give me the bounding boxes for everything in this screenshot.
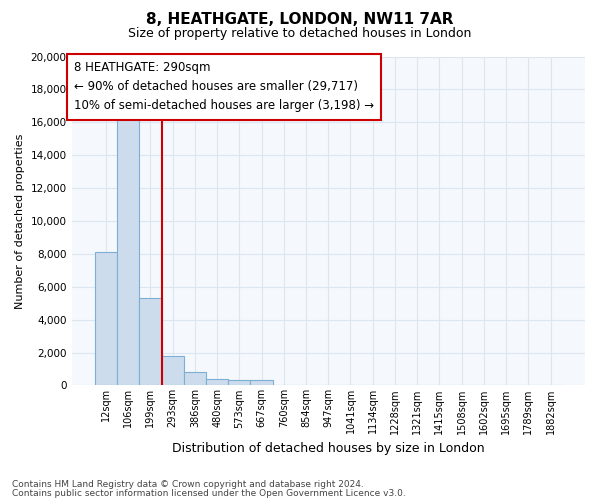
Text: Size of property relative to detached houses in London: Size of property relative to detached ho…: [128, 28, 472, 40]
Text: 8 HEATHGATE: 290sqm
← 90% of detached houses are smaller (29,717)
10% of semi-de: 8 HEATHGATE: 290sqm ← 90% of detached ho…: [74, 62, 374, 112]
Bar: [117, 114, 139, 386]
Bar: [250, 380, 273, 386]
Text: 8, HEATHGATE, LONDON, NW11 7AR: 8, HEATHGATE, LONDON, NW11 7AR: [146, 12, 454, 28]
Text: Contains HM Land Registry data © Crown copyright and database right 2024.: Contains HM Land Registry data © Crown c…: [12, 480, 364, 489]
Y-axis label: Number of detached properties: Number of detached properties: [15, 134, 25, 308]
Bar: [139, 298, 161, 386]
X-axis label: Distribution of detached houses by size in London: Distribution of detached houses by size …: [172, 442, 485, 455]
Bar: [206, 379, 228, 386]
Bar: [161, 356, 184, 386]
Text: Contains public sector information licensed under the Open Government Licence v3: Contains public sector information licen…: [12, 489, 406, 498]
Bar: [95, 252, 117, 386]
Bar: [228, 380, 250, 386]
Bar: [184, 372, 206, 386]
